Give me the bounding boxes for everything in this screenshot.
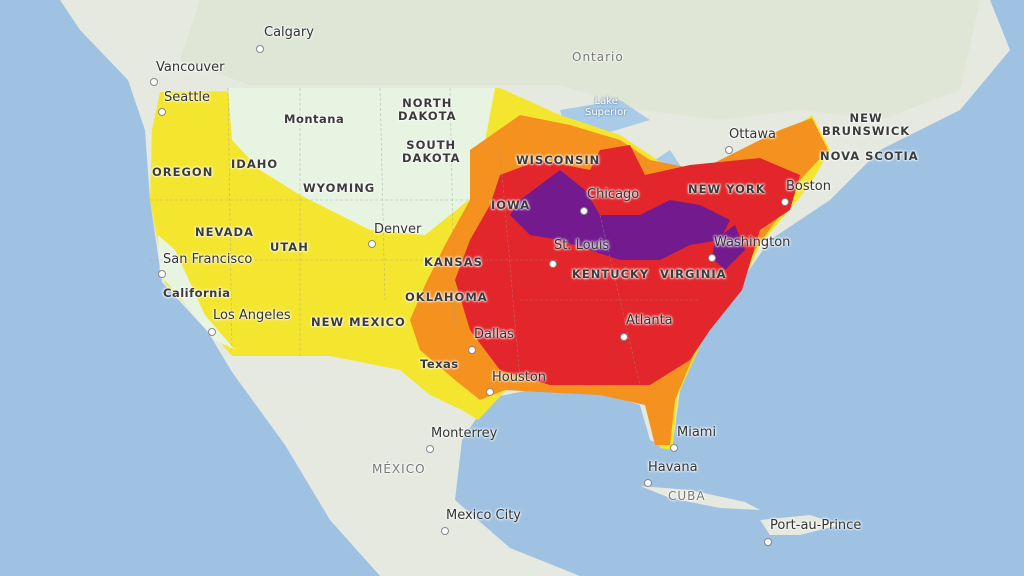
lake-label-superior: Lake Superior	[585, 96, 627, 118]
city-dot-dallas	[468, 346, 476, 354]
city-dot-st-louis	[549, 260, 557, 268]
country-label-mexico: MÉXICO	[372, 462, 426, 476]
city-label-san-francisco: San Francisco	[163, 252, 253, 267]
lake-label-line2: Superior	[585, 107, 628, 118]
city-dot-denver	[368, 240, 376, 248]
heat-pale-california	[158, 235, 235, 350]
city-dot-san-francisco	[158, 270, 166, 278]
label-line2: DAKOTA	[402, 150, 461, 165]
state-label-texas: Texas	[420, 357, 459, 371]
city-dot-calgary	[256, 45, 264, 53]
land-canada-green	[180, 0, 980, 120]
heat-pale	[228, 88, 495, 235]
city-label-mexico-city: Mexico City	[446, 508, 522, 523]
city-dot-chicago	[580, 207, 588, 215]
city-label-havana: Havana	[648, 460, 698, 475]
city-dot-port-au-prince	[764, 538, 772, 546]
city-dot-monterrey	[426, 445, 434, 453]
country-label-cuba: CUBA	[668, 489, 706, 503]
city-dot-ottawa	[725, 146, 733, 154]
city-dot-seattle	[158, 108, 166, 116]
cuba-island	[640, 486, 760, 510]
city-dot-atlanta	[620, 333, 628, 341]
state-label-utah: UTAH	[270, 240, 309, 254]
city-label-ottawa: Ottawa	[729, 127, 776, 142]
city-dot-miami	[670, 444, 678, 452]
city-dot-mexico-city	[441, 527, 449, 535]
city-label-chicago: Chicago	[587, 187, 640, 202]
city-label-miami: Miami	[677, 425, 717, 440]
region-label-ontario: Ontario	[572, 50, 624, 64]
state-label-idaho: IDAHO	[231, 157, 279, 171]
state-label-iowa: IOWA	[491, 198, 531, 212]
city-dot-havana	[644, 479, 652, 487]
city-label-atlanta: Atlanta	[626, 313, 673, 328]
city-dot-boston	[781, 198, 789, 206]
state-label-oklahoma: OKLAHOMA	[405, 290, 488, 304]
city-label-calgary: Calgary	[264, 25, 314, 40]
city-dot-houston	[486, 388, 494, 396]
label-line1: NORTH	[402, 96, 453, 110]
state-label-oregon: OREGON	[152, 165, 214, 179]
label-line2: BRUNSWICK	[822, 123, 911, 138]
city-label-dallas: Dallas	[474, 327, 514, 342]
heat-red	[455, 145, 800, 385]
city-label-houston: Houston	[492, 370, 547, 385]
city-dot-vancouver	[150, 78, 158, 86]
label-line1: NEW	[849, 111, 883, 125]
region-label-nova-scotia: NOVA SCOTIA	[820, 149, 919, 163]
city-label-boston: Boston	[786, 179, 831, 194]
lake-label-line1: Lake	[594, 96, 618, 107]
state-label-wisconsin: WISCONSIN	[516, 153, 601, 167]
hispaniola-island	[760, 515, 840, 535]
state-label-new-york: NEW YORK	[688, 182, 766, 196]
heat-purple-mid-atlantic	[712, 225, 745, 270]
state-label-south-dakota: SOUTH DAKOTA	[402, 139, 460, 164]
label-line1: SOUTH	[406, 138, 457, 152]
state-label-kansas: KANSAS	[424, 255, 483, 269]
region-label-new-brunswick: NEW BRUNSWICK	[822, 112, 910, 137]
state-label-wyoming: WYOMING	[303, 181, 376, 195]
state-label-nevada: NEVADA	[195, 225, 254, 239]
city-label-port-au-prince: Port-au-Prince	[770, 518, 862, 533]
state-label-california: California	[163, 286, 231, 300]
city-label-monterrey: Monterrey	[431, 426, 498, 441]
city-label-los-angeles: Los Angeles	[213, 308, 291, 323]
heat-purple	[510, 170, 730, 260]
city-label-washington: Washington	[714, 235, 791, 250]
city-label-denver: Denver	[374, 222, 422, 237]
state-label-virginia: VIRGINIA	[660, 267, 727, 281]
city-label-seattle: Seattle	[164, 90, 211, 105]
state-label-north-dakota: NORTH DAKOTA	[398, 97, 456, 122]
label-line2: DAKOTA	[398, 108, 457, 123]
state-label-montana: Montana	[284, 112, 345, 126]
city-label-vancouver: Vancouver	[156, 60, 225, 75]
state-borders	[150, 87, 700, 386]
city-label-st-louis: St. Louis	[554, 238, 610, 253]
city-dot-los-angeles	[208, 328, 216, 336]
state-label-kentucky: KENTUCKY	[572, 267, 650, 281]
state-label-new-mexico: NEW MEXICO	[311, 315, 406, 329]
city-dot-washington	[708, 254, 716, 262]
